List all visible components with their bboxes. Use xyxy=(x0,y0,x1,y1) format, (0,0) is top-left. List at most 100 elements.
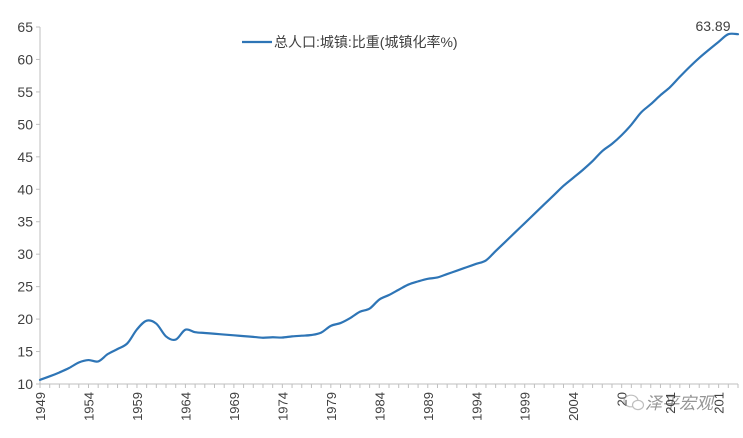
y-tick-label: 45 xyxy=(17,149,33,165)
data-point xyxy=(146,320,147,321)
y-tick-label: 50 xyxy=(17,116,33,132)
series-layer xyxy=(38,32,740,381)
data-point xyxy=(321,332,322,333)
data-point xyxy=(505,241,506,242)
data-point xyxy=(224,334,225,335)
data-point xyxy=(156,323,157,324)
data-point xyxy=(272,337,273,338)
data-point xyxy=(466,267,467,268)
data-point xyxy=(602,150,603,151)
x-tick-label: 1959 xyxy=(130,392,145,421)
data-point xyxy=(350,317,351,318)
data-point xyxy=(59,372,60,373)
data-point xyxy=(718,41,719,42)
end-value-label: 63.89 xyxy=(695,18,730,34)
data-point xyxy=(631,124,632,125)
data-point xyxy=(78,362,79,363)
data-point xyxy=(282,337,283,338)
y-tick-label: 60 xyxy=(17,51,33,67)
data-point xyxy=(650,104,651,105)
data-point xyxy=(534,213,535,214)
data-point xyxy=(330,325,331,326)
series-line xyxy=(38,32,740,381)
data-point xyxy=(233,335,234,336)
x-tick-label: 1964 xyxy=(178,392,193,421)
data-point xyxy=(311,334,312,335)
data-point xyxy=(485,260,486,261)
data-point xyxy=(437,277,438,278)
data-point xyxy=(524,223,525,224)
y-tick-label: 25 xyxy=(17,279,33,295)
x-tick-label: 201 xyxy=(663,392,678,414)
y-tick-label: 20 xyxy=(17,311,33,327)
y-tick-label: 30 xyxy=(17,246,33,262)
data-point xyxy=(544,204,545,205)
data-point xyxy=(253,336,254,337)
axes-layer: 10 15 20 25 30 35 40 45 50 55 60 65 1949 1954 1959 1964… xyxy=(17,19,739,421)
data-point xyxy=(379,299,380,300)
data-point xyxy=(417,281,418,282)
data-point xyxy=(388,294,389,295)
data-point xyxy=(107,353,108,354)
data-point xyxy=(243,336,244,337)
x-tick-label: 20 xyxy=(615,392,630,406)
x-tick-label: 2004 xyxy=(566,392,581,421)
x-tick-label: 1989 xyxy=(421,392,436,421)
y-tick-label: 15 xyxy=(17,344,33,360)
data-point xyxy=(117,348,118,349)
x-tick-label: 201 xyxy=(712,392,727,414)
data-point xyxy=(369,308,370,309)
x-tick-label: 1949 xyxy=(33,392,48,421)
data-point xyxy=(359,311,360,312)
data-point xyxy=(582,169,583,170)
y-tick-label: 65 xyxy=(17,19,33,35)
data-point xyxy=(68,367,69,368)
data-point xyxy=(456,270,457,271)
data-point xyxy=(611,143,612,144)
data-point xyxy=(708,49,709,50)
data-point xyxy=(563,185,564,186)
data-point xyxy=(301,335,302,336)
data-point xyxy=(204,332,205,333)
data-point xyxy=(185,329,186,330)
data-point xyxy=(398,289,399,290)
wechat-icon xyxy=(623,394,645,411)
x-tick-label: 1954 xyxy=(81,392,96,421)
x-tick-label: 1974 xyxy=(275,392,290,421)
data-point xyxy=(670,86,671,87)
legend: 总人口:城镇:比重(城镇化率%) xyxy=(242,34,458,50)
data-point xyxy=(165,336,166,337)
data-point xyxy=(592,161,593,162)
x-tick-label: 1999 xyxy=(518,392,533,421)
y-tick-label: 55 xyxy=(17,84,33,100)
data-point xyxy=(136,329,137,330)
data-point xyxy=(340,322,341,323)
y-tick-label: 35 xyxy=(17,214,33,230)
data-point xyxy=(88,359,89,360)
data-point xyxy=(573,177,574,178)
data-point xyxy=(699,57,700,58)
data-point xyxy=(49,376,50,377)
legend-label: 总人口:城镇:比重(城镇化率%) xyxy=(274,34,458,50)
data-point xyxy=(660,95,661,96)
watermark: 泽平宏观 xyxy=(623,394,715,414)
data-point xyxy=(679,76,680,77)
data-point xyxy=(175,339,176,340)
data-point xyxy=(640,112,641,113)
y-tick-label: 10 xyxy=(17,376,33,392)
data-point xyxy=(476,263,477,264)
data-point xyxy=(514,232,515,233)
data-point xyxy=(553,195,554,196)
x-tick-label: 1984 xyxy=(372,392,387,421)
y-tick-label: 40 xyxy=(17,181,33,197)
data-point xyxy=(621,135,622,136)
data-point xyxy=(495,250,496,251)
data-point xyxy=(427,278,428,279)
data-point xyxy=(291,336,292,337)
watermark-text: 泽平宏观 xyxy=(645,394,715,414)
data-point xyxy=(262,337,263,338)
data-point xyxy=(408,284,409,285)
data-point xyxy=(689,66,690,67)
x-tick-label: 1994 xyxy=(469,392,484,421)
